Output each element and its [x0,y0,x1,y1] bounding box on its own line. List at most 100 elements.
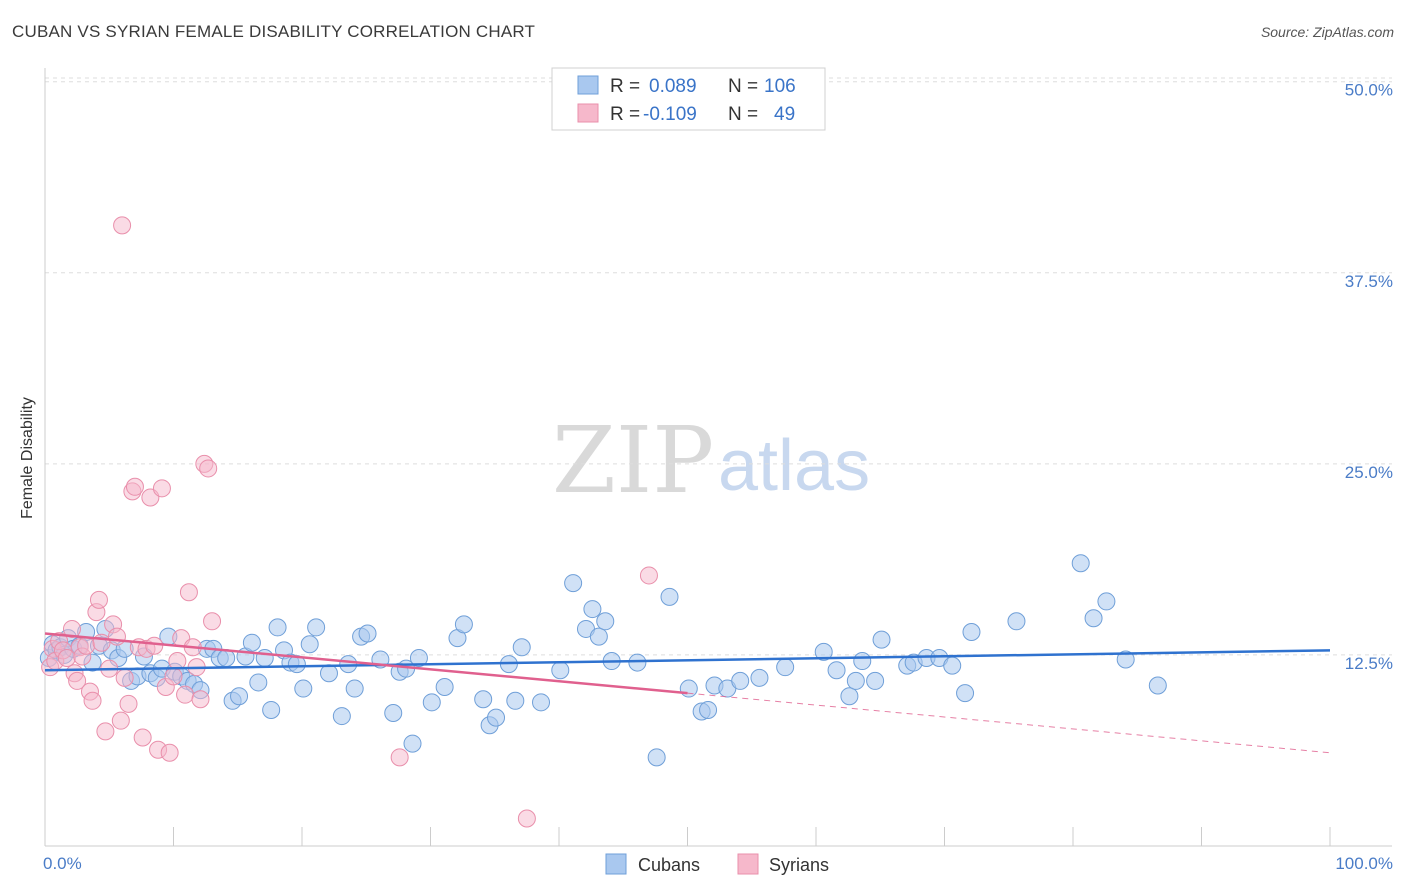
y-tick-labels: 12.5% 25.0% 37.5% 50.0% [1345,81,1393,673]
cubans-point [358,624,377,643]
cubans-point [1097,592,1116,611]
grid-lines [45,77,1392,656]
syrians-point [68,671,87,690]
y-tick-label: 12.5% [1345,654,1393,673]
cubans-point [249,673,268,692]
syrians-points [41,216,658,828]
cubans-point [699,700,718,719]
syrians-point [96,722,115,741]
cubans-point [589,627,608,646]
syrians-point [203,612,222,631]
syrians-point [639,566,658,585]
x-tick-label-max: 100.0% [1335,854,1393,873]
y-tick-label: 37.5% [1345,272,1393,291]
cubans-point [1007,612,1026,631]
cubans-point [628,653,647,672]
syrians-point [92,633,111,652]
cubans-point [596,612,615,631]
cubans-point [262,700,281,719]
cubans-point [956,684,975,703]
syrians-point [77,636,96,655]
syrians-point [191,690,210,709]
legend-syrians-r-value: -0.109 [643,104,697,125]
cubans-point [660,587,679,606]
syrians-point [517,809,536,828]
syrians-point [113,216,132,235]
legend-cubans-r-value: 0.089 [649,76,697,97]
cubans-point [647,748,666,767]
syrians-trend-line [44,632,688,695]
cubans-point [679,679,698,698]
cubans-point [435,678,454,697]
legend-syrians-n-value: 49 [774,104,795,125]
syrians-point [199,459,218,478]
bottom-legend-cubans: Cubans [638,855,700,875]
cubans-point [300,635,319,654]
cubans-point [1116,650,1135,669]
x-tick-labels: 0.0% 100.0% [43,854,1393,873]
cubans-point [1084,609,1103,628]
cubans-point [384,704,403,723]
cubans-point [776,658,795,677]
y-tick-label: 25.0% [1345,463,1393,482]
cubans-point [551,661,570,680]
cubans-point [332,707,351,726]
syrians-point [179,583,198,602]
syrians-point [390,748,409,767]
cubans-point [255,648,274,667]
syrians-point [119,694,138,713]
cubans-point [403,734,422,753]
syrians-point [168,652,187,671]
cubans-point [268,618,287,637]
cubans-point [872,630,891,649]
cubans-point [242,633,261,652]
bottom-legend-syrians: Syrians [769,855,829,875]
syrians-point [145,636,164,655]
cubans-point [962,623,981,641]
syrians-point [152,479,171,498]
cubans-point [287,655,306,674]
legend-cubans-n-value: 106 [764,76,796,97]
legend-syrians-n-label: N = [728,104,758,125]
syrians-point [111,711,130,730]
cubans-point [506,691,525,710]
cubans-trend-line [44,649,1331,672]
cubans-point [319,664,338,683]
syrians-point [62,619,81,638]
cubans-point [750,668,769,687]
series-legend: Cubans Syrians [605,853,829,875]
legend-cubans-swatch [577,75,599,95]
cubans-point [583,600,602,619]
cubans-point [307,618,326,637]
source-label: Source: ZipAtlas.com [1260,24,1394,40]
syrians-point [176,685,195,704]
cubans-point [853,652,872,671]
chart-title: CUBAN VS SYRIAN FEMALE DISABILITY CORREL… [12,22,536,41]
cubans-point [474,690,493,709]
watermark: ZIP atlas [552,407,870,514]
y-tick-label: 50.0% [1345,81,1393,100]
cubans-point [422,693,441,712]
cubans-points [39,554,1167,767]
watermark-zip: ZIP [552,407,714,514]
legend-syrians-swatch [577,103,599,123]
cubans-point [564,574,583,593]
legend-syrians-r-label: R = [610,104,640,125]
watermark-atlas: atlas [718,426,870,506]
cubans-point [840,687,859,706]
cubans-point [487,708,506,727]
cubans-point [454,615,473,634]
cubans-point [814,642,833,661]
cubans-point [1148,676,1167,695]
syrians-point [115,668,134,687]
cubans-point [532,693,551,712]
legend-cubans-n-label: N = [728,76,758,97]
syrians-point [160,743,179,762]
cubans-point [943,656,962,675]
cubans-point [846,671,865,690]
bottom-legend-cubans-swatch [605,853,627,875]
cubans-point [294,679,313,698]
cubans-point [339,655,358,674]
syrians-point [125,477,144,496]
